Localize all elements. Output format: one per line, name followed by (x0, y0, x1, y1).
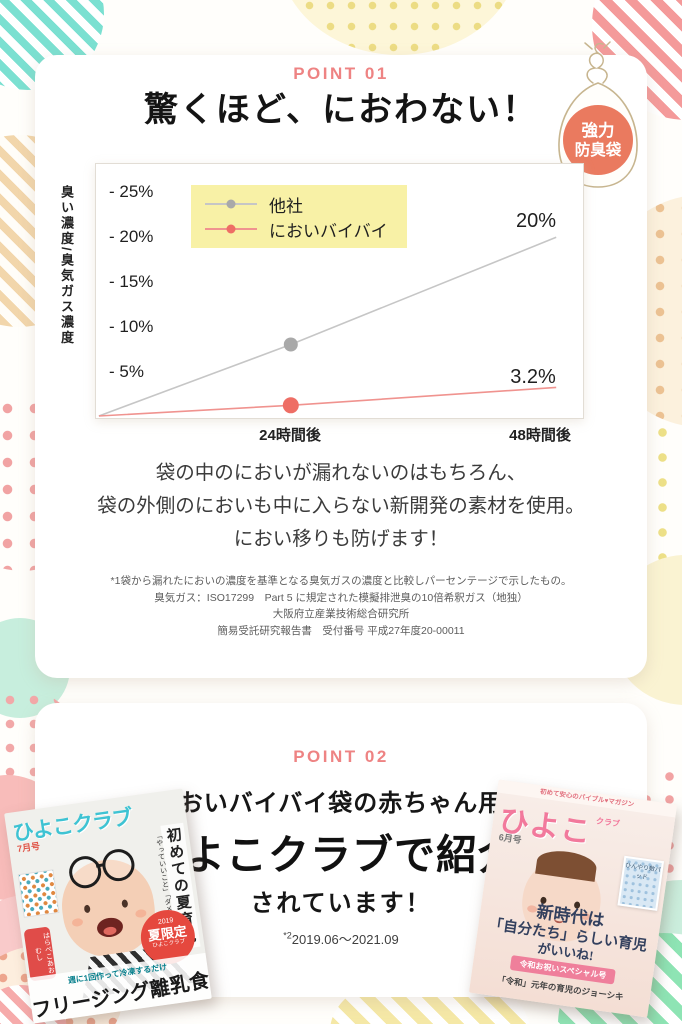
badge-text-line2: 防臭袋 (575, 140, 622, 159)
magazine-logo-sub: クラブ (595, 816, 621, 829)
cooling-pad-card: ひんやり敷パッド (617, 855, 665, 911)
footnote-line: *1袋から漏れたにおいの濃度を基準となる臭気ガスの濃度と比較しパーセンテージで示… (110, 575, 572, 587)
y-tick: - 10% (109, 317, 154, 336)
footnote-line: 臭気ガス：ISO17299 Part 5 に規定された模擬排泄臭の10倍希釈ガス… (154, 591, 528, 604)
legend-line-gray-icon (205, 199, 257, 209)
legend-label: においバイバイ (269, 221, 388, 241)
y-tick: - 20% (109, 227, 154, 246)
point02-headline: ひよこクラブで紹介*2 (35, 821, 647, 881)
footnote-text: 2019.06～2021.09 (291, 932, 399, 947)
tied-bag-icon: 強力 防臭袋 (558, 41, 638, 188)
point02-label: POINT 02 (293, 747, 389, 766)
footnote-marker: *2 (283, 930, 292, 941)
magazine-issue: 6月号 (498, 832, 523, 846)
chart-legend: 他社 においバイバイ (191, 185, 407, 248)
legend-entry-other: 他社 (205, 193, 407, 216)
footnote-line: 簡易受託研究報告書 受付番号 平成27年度20-00011 (217, 624, 465, 637)
x-tick-48h: 48時間後 (509, 427, 571, 444)
hiyoko-club-magazine-left: ひよこクラブ 7月号 初めての夏育児 「やっていいこと」「ダメなこと」 2019… (4, 788, 212, 1024)
magazine-issue: 7月号 (16, 840, 41, 855)
x-tick-24h: 24時間後 (259, 427, 321, 444)
point02-subtitle: においバイバイ袋の赤ちゃん用が (153, 790, 529, 817)
chart-y-axis-label: 臭い濃度/臭気ガス濃度 (59, 185, 74, 347)
odor-comparison-chart: - 25% - 20% - 15% - 10% - 5% 他社 においバイバイ … (95, 163, 584, 419)
point01-description: 袋の中のにおいが漏れないのはもちろん、 袋の外側のにおいも中に入らない新開発の素… (35, 457, 647, 556)
deco-yellow-dots-circle (278, 0, 520, 55)
legend-entry-brand: においバイバイ (205, 218, 407, 241)
body-line: 袋の中のにおいが漏れないのはもちろん、 (155, 462, 527, 484)
chart-x-axis: 24時間後 48時間後 (95, 424, 582, 444)
legend-label: 他社 (269, 196, 303, 216)
chart-plot-area (98, 236, 557, 417)
point01-footnote: *1袋から漏れたにおいの濃度を基準となる臭気ガスの濃度と比較しパーセンテージで示… (35, 573, 647, 639)
body-line: におい移りも防げます！ (233, 528, 449, 550)
headline-text: ひよこクラブで紹介 (141, 832, 520, 878)
hiyoko-club-magazine-right: 初めて安心のバイブル♥マガジン ひよこ クラブ 6月号 ひんやり敷パッド 新時代… (468, 779, 678, 1018)
y-tick: - 15% (109, 272, 154, 291)
cover-red-tag: はらぺこあおむし (23, 926, 57, 982)
other-brand-value-label: 20% (515, 210, 557, 232)
body-line: 袋の外側のにおいも中に入らない新開発の素材を使用。 (97, 495, 585, 517)
y-tick: - 5% (109, 362, 144, 381)
point02-headline-tail: されています！ (250, 890, 432, 917)
brand-value-label: 3.2% (510, 366, 556, 388)
point01-card: POINT 01 驚くほど、におわない！ 強力 防臭袋 臭い濃度/臭気ガス濃度 … (35, 41, 647, 678)
legend-line-pink-icon (205, 224, 257, 234)
footnote-line: 大阪府立産業技術総合研究所 (272, 608, 410, 620)
badge-text-line1: 強力 (582, 120, 615, 140)
point01-title: 驚くほど、におわない！ (143, 91, 539, 129)
point02-footnote: *22019.06～2021.09 (35, 929, 647, 948)
y-tick: - 25% (109, 182, 154, 201)
odor-proof-bag-badge: 強力 防臭袋 (546, 41, 652, 199)
point01-label: POINT 01 (293, 64, 389, 83)
